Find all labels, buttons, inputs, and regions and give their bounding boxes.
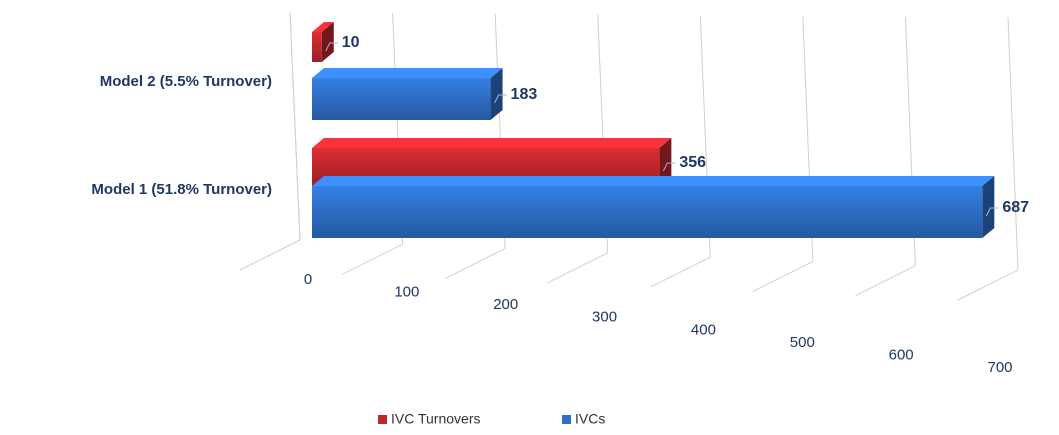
x-tick-label: 400 [691, 321, 716, 338]
leader-line [985, 207, 999, 217]
value-label: 10 [342, 34, 360, 51]
floor-line [752, 260, 814, 292]
bar [312, 186, 983, 238]
x-tick-label: 300 [592, 309, 617, 326]
x-tick-label: 700 [987, 359, 1012, 376]
bar-top [312, 138, 672, 148]
leader-line [494, 94, 507, 104]
legend-swatch [562, 415, 571, 424]
axis-wall [289, 11, 301, 241]
bar [312, 32, 322, 62]
bar-side [321, 22, 334, 62]
bar-top [312, 22, 334, 32]
floor-line [342, 243, 403, 275]
bar-side [659, 138, 672, 186]
leader-line [662, 162, 676, 172]
x-tick-label: 500 [790, 334, 815, 351]
category-label: Model 2 (5.5% Turnover) [100, 73, 272, 90]
legend-label: IVCs [575, 411, 605, 427]
floor-line [547, 252, 608, 284]
value-label: 356 [679, 154, 706, 171]
bar-top [312, 68, 503, 78]
bar-side [490, 68, 503, 120]
legend-label: IVC Turnovers [391, 411, 480, 427]
bar-top [312, 176, 995, 186]
legend-swatch [378, 415, 387, 424]
floor-line [444, 248, 506, 280]
grid-line [1007, 17, 1019, 271]
bar [312, 78, 491, 120]
floor-line [855, 265, 916, 297]
floor-line [650, 256, 711, 288]
x-tick-label: 200 [493, 296, 518, 313]
value-label: 687 [1002, 199, 1029, 216]
x-tick-label: 0 [304, 271, 312, 288]
value-label: 183 [511, 86, 538, 103]
bar-side [982, 176, 995, 238]
leader-line [325, 42, 338, 52]
floor-line [957, 269, 1019, 301]
category-label: Model 1 (51.8% Turnover) [91, 181, 272, 198]
x-tick-label: 100 [394, 284, 419, 301]
x-tick-label: 600 [889, 346, 914, 363]
floor-line [239, 239, 301, 271]
